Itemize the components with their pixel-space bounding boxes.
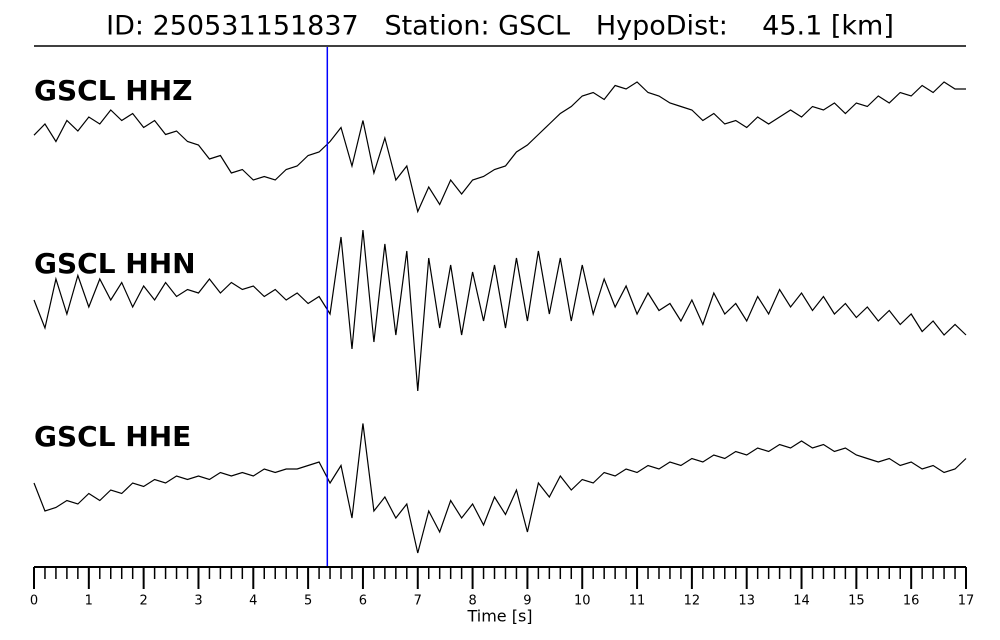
chart-title: ID: 250531151837 Station: GSCL HypoDist:… bbox=[106, 11, 894, 42]
trace-label: GSCL HHZ bbox=[34, 74, 192, 107]
x-tick-label: 15 bbox=[848, 594, 865, 609]
trace bbox=[33, 81, 966, 214]
x-tick-label: 4 bbox=[249, 594, 257, 609]
x-tick-label: 5 bbox=[304, 594, 312, 609]
x-tick-label: 11 bbox=[629, 594, 646, 609]
x-tick-label: 1 bbox=[85, 594, 93, 609]
x-tick-label: 12 bbox=[684, 594, 701, 609]
x-tick-label: 17 bbox=[958, 594, 975, 609]
trace bbox=[33, 229, 967, 392]
x-tick-label: 0 bbox=[30, 594, 38, 609]
x-tick-label: 3 bbox=[194, 594, 202, 609]
trace-label: GSCL HHE bbox=[34, 420, 191, 453]
trace-label: GSCL HHN bbox=[34, 247, 196, 280]
trace bbox=[33, 423, 967, 554]
x-tick-label: 8 bbox=[468, 594, 476, 609]
x-tick-label: 6 bbox=[359, 594, 367, 609]
x-tick-label: 7 bbox=[414, 594, 422, 609]
x-tick-label: 16 bbox=[903, 594, 920, 609]
x-tick-label: 10 bbox=[574, 594, 591, 609]
x-tick-label: 14 bbox=[793, 594, 810, 609]
x-tick-label: 9 bbox=[523, 594, 531, 609]
x-tick-label: 13 bbox=[738, 594, 755, 609]
x-tick-label: 2 bbox=[140, 594, 148, 609]
x-axis-label: Time [s] bbox=[466, 607, 532, 626]
